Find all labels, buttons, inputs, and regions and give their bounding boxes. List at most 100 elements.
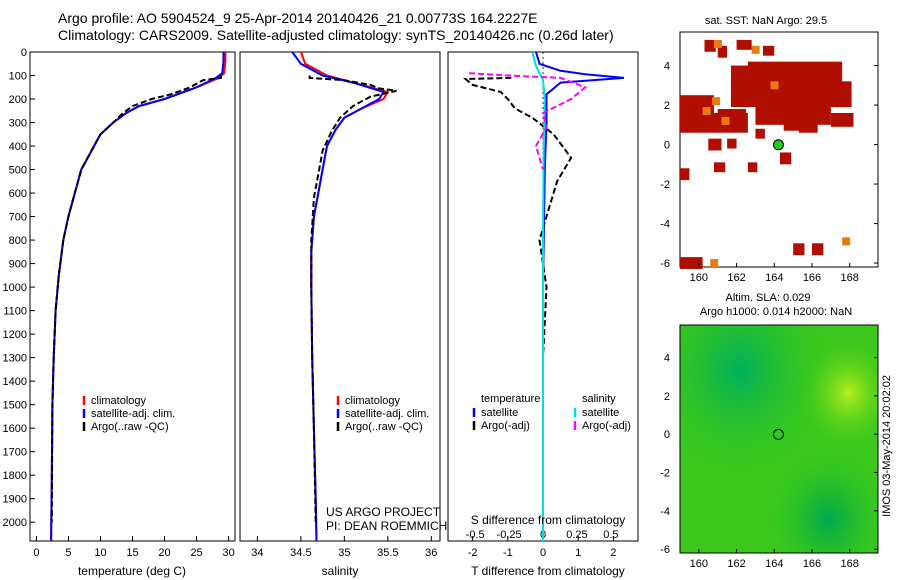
sst-cell [762,45,775,56]
sst-warm-cell [713,39,722,48]
series-line-s-satellite [531,51,546,541]
sla-map-frame [679,324,879,554]
legend-temperature-title: temperature [481,393,540,405]
series-line-argo-raw-qc- [50,75,222,523]
x-tick-label: 0 [540,547,546,559]
sla-map-subtitle: Argo h1000: 0.014 h2000: NaN [700,306,852,318]
map-y-tick-label: -6 [660,544,670,556]
temperature-x-axis-label: temperature (deg C) [78,564,186,578]
x-tick-label: 10 [94,547,106,559]
y-tick-label: 1000 [3,282,27,294]
sst-map-ticks: 160 162 164 166 168 -6 -4 -2 0 2 4 [660,61,878,284]
difference-legend: temperature salinity satellite Argo(-adj… [472,393,631,432]
temperature-x-ticks: 0 5 10 15 20 25 30 [33,536,235,559]
map-x-tick-label: 162 [727,272,745,284]
sst-argo-location-marker [772,139,784,151]
legend-climatology-label: climatology [91,395,147,407]
legend-argo-label: Argo(..raw -QC) [91,421,169,433]
x-tick-label: -2 [468,547,478,559]
temperature-plot-frame [29,51,236,542]
y-tick-label: 800 [9,235,27,247]
map-y-tick-label: 2 [664,100,670,112]
legend-satellite-label: satellite-adj. clim. [345,408,429,420]
x-tick-label: 30 [222,547,234,559]
credit-project: US ARGO PROJECT [326,505,441,519]
sst-cell [704,39,716,52]
y-tick-label: 300 [9,118,27,130]
legend-s-satellite-label: satellite [582,407,619,419]
sst-cell [730,65,750,86]
map-y-tick-label: -4 [660,506,670,518]
temperature-legend: climatology satellite-adj. clim. Argo(..… [82,395,175,433]
sst-map-panel: sat. SST: NaN Argo: 29.5 160 162 164 166 168… [660,15,879,284]
map-y-tick-label: -6 [660,258,670,270]
legend-climatology-label: climatology [345,395,401,407]
y-tick-label: 400 [9,141,27,153]
sst-cell [727,138,737,149]
y-tick-label: 1100 [3,306,27,318]
temperature-series [50,52,227,542]
x-tick-label: 5 [65,547,71,559]
sst-cell [736,39,752,50]
y-tick-label: 1400 [3,376,27,388]
legend-s-argo-label: Argo(-adj) [582,420,631,432]
salinity-plot-frame [239,51,441,542]
difference-x-axis-label: T difference from climatology [471,564,625,578]
sla-map-title: Altim. SLA: 0.029 [726,292,811,304]
y-tick-label: 200 [9,94,27,106]
sst-cell [793,243,805,256]
y-tick-label: 1700 [3,447,27,459]
map-x-tick-label: 164 [765,272,783,284]
chart-title-line2: Climatology: CARS2009. Satellite-adjuste… [58,27,614,43]
x-tick-label: 0 [33,547,39,559]
map-y-tick-label: 2 [664,391,670,403]
sst-cell [680,168,690,181]
salinity-x-ticks: 34 34.5 35 35.5 36 [251,536,437,559]
map-y-tick-label: -4 [660,219,670,231]
sst-cell [779,152,792,165]
sst-cell [747,162,758,173]
y-tick-label: 1300 [3,353,27,365]
y-tick-label: 0 [21,47,27,59]
map-x-tick-label: 166 [803,558,821,570]
y-tick-label: 1600 [3,423,27,435]
x-tick-label: 34 [251,547,263,559]
map-x-tick-label: 164 [765,558,783,570]
y-tick-label: 600 [9,188,27,200]
map-y-tick-label: 4 [664,353,670,365]
salinity-legend: climatology satellite-adj. clim. Argo(..… [336,395,429,433]
x-tick-label: 2 [610,547,616,559]
y-tick-label: 700 [9,212,27,224]
sst-map-cells [680,39,854,269]
top-tick-label: -0.25 [497,529,522,541]
sst-cell [755,128,765,139]
sla-argo-location-marker [772,428,784,440]
y-tick-label: 100 [9,71,27,83]
temperature-panel: 0100200300400500600700800900100011001200… [3,47,236,578]
map-x-tick-label: 168 [841,558,859,570]
map-y-tick-label: 0 [664,429,670,441]
sst-warm-cell [842,237,851,246]
sst-warm-cell [770,81,779,90]
salinity-series [291,51,397,542]
difference-series [462,51,624,541]
sst-cell [713,162,726,173]
map-y-tick-label: -2 [660,179,670,191]
x-tick-label: 1 [575,547,581,559]
map-x-tick-label: 168 [841,272,859,284]
legend-salinity-title: salinity [582,393,616,405]
map-y-tick-label: -2 [660,468,670,480]
top-tick-label: -0.5 [466,529,485,541]
y-tick-label: 1900 [3,494,27,506]
x-tick-label: 36 [425,547,437,559]
top-tick-label: 0.25 [566,529,587,541]
x-tick-label: 25 [190,547,202,559]
sst-cell [830,112,854,127]
x-tick-label: -1 [503,547,513,559]
x-tick-label: 34.5 [290,547,311,559]
sst-map-title: sat. SST: NaN Argo: 29.5 [705,15,827,27]
credit-pi: PI: DEAN ROEMMICH [326,519,447,533]
x-tick-label: 20 [158,547,170,559]
map-y-tick-label: 0 [664,140,670,152]
